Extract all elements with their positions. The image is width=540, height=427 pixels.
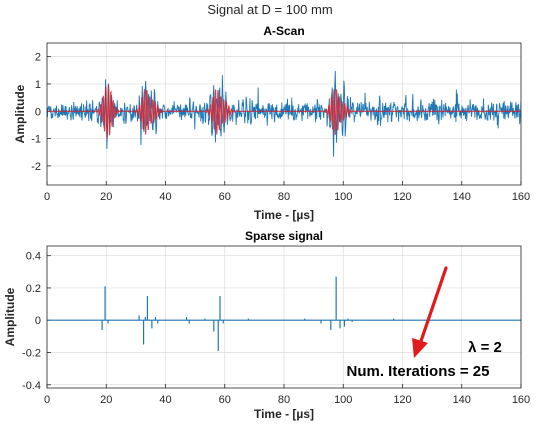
x-tick-label: 120 (393, 191, 411, 203)
x-tick-label: 0 (44, 394, 50, 406)
sparse-x-ticks: 0 20 40 60 80 100 120 140 160 (44, 384, 530, 406)
x-tick-label: 60 (219, 394, 231, 406)
annotation-arrow (412, 266, 448, 358)
x-tick-label: 160 (512, 394, 530, 406)
arrow-head (412, 338, 428, 358)
x-tick-label: 100 (334, 191, 352, 203)
a-scan-y-label: Amplitude (13, 84, 27, 143)
x-tick-label: 120 (393, 394, 411, 406)
sparse-signal-title: Sparse signal (245, 229, 323, 243)
x-tick-label: 100 (334, 394, 352, 406)
y-tick-label: 0 (35, 315, 41, 327)
x-tick-label: 140 (453, 191, 471, 203)
sparse-x-label: Time - [µs] (254, 407, 314, 421)
arrow-shaft (418, 266, 448, 346)
y-tick-label: -0.4 (22, 380, 41, 392)
a-scan-title: A-Scan (263, 24, 304, 38)
sparse-axes-box (46, 245, 522, 389)
x-tick-label: 20 (100, 191, 112, 203)
x-tick-label: 140 (453, 394, 471, 406)
y-tick-label: 0 (35, 106, 41, 118)
sparse-plot (47, 276, 521, 351)
lambda-annotation: λ = 2 (468, 339, 502, 356)
iterations-annotation: Num. Iterations = 25 (347, 363, 490, 380)
a-scan-axes-box (46, 42, 522, 186)
y-tick-label: 2 (35, 52, 41, 64)
x-tick-label: 40 (159, 191, 171, 203)
x-tick-label: 160 (512, 191, 530, 203)
x-tick-label: 20 (100, 394, 112, 406)
x-tick-label: 80 (278, 394, 290, 406)
x-tick-label: 60 (219, 191, 231, 203)
x-tick-label: 80 (278, 191, 290, 203)
a-scan-x-label: Time - [µs] (254, 208, 314, 222)
a-scan-x-ticks: 0 20 40 60 80 100 120 140 160 (44, 181, 530, 203)
a-scan-plot (47, 70, 521, 157)
sparse-y-ticks: 0.4 0.2 0 -0.2 -0.4 (22, 251, 51, 392)
y-tick-label: 0.2 (26, 283, 41, 295)
figure-title: Signal at D = 100 mm (207, 2, 332, 17)
y-tick-label: -0.2 (22, 348, 41, 360)
a-scan-noisy-signal-line (47, 70, 521, 157)
y-tick-label: -2 (31, 161, 41, 173)
a-scan-panel: A-Scan 2 1 0 -1 -2 0 20 40 60 80 100 120 140 160 Amp… (13, 24, 530, 222)
sparse-y-label: Amplitude (3, 287, 17, 346)
y-tick-label: 1 (35, 79, 41, 91)
x-tick-label: 40 (159, 394, 171, 406)
x-tick-label: 0 (44, 191, 50, 203)
y-tick-label: -1 (31, 134, 41, 146)
y-tick-label: 0.4 (26, 251, 41, 263)
sparse-signal-panel: Sparse signal 0.4 0.2 0 -0.2 -0.4 0 20 40 60 80 1… (3, 229, 530, 421)
a-scan-reconstructed-line (47, 84, 521, 139)
